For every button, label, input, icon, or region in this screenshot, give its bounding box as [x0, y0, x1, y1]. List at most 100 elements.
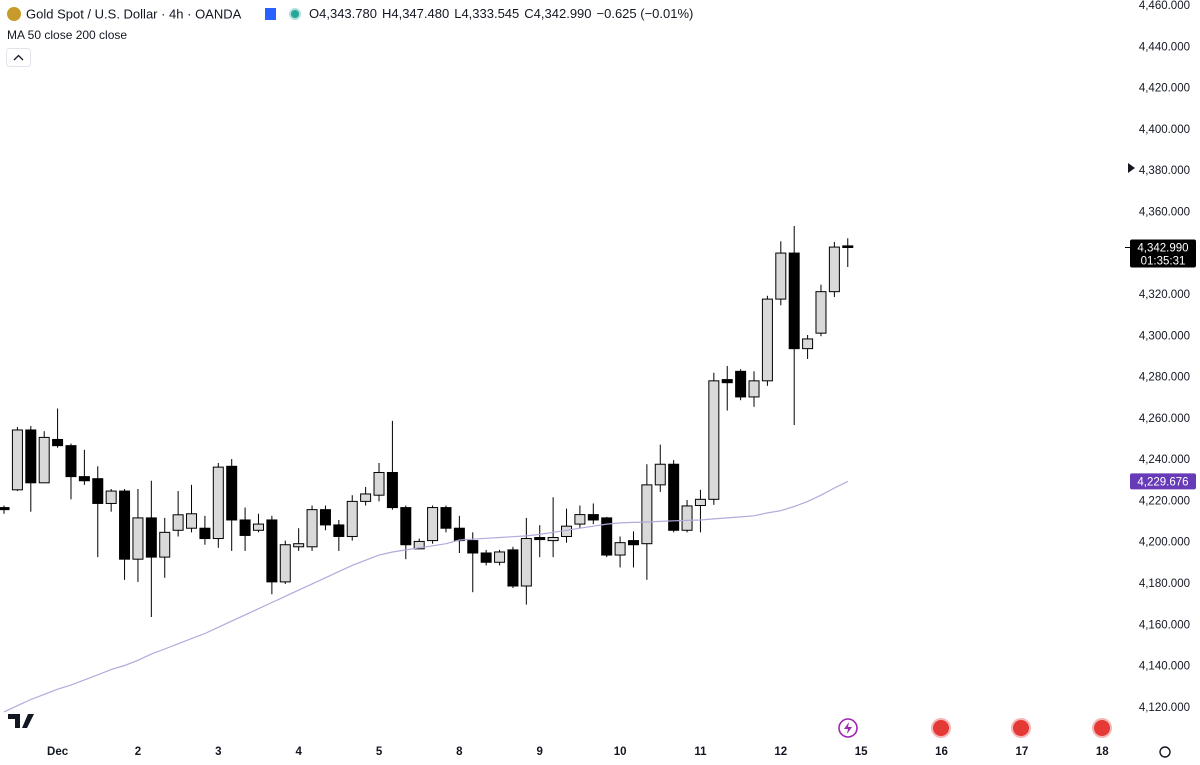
x-tick-label: 17: [1015, 746, 1028, 758]
y-tick-label: 4,240.000: [1139, 454, 1190, 466]
candle-body: [0, 507, 10, 511]
candle-body: [547, 537, 559, 542]
countdown-label: 01:35:31: [1141, 256, 1186, 268]
candle-body: [534, 537, 546, 541]
candle-body: [132, 517, 144, 560]
candle-body: [721, 379, 733, 384]
candle-body: [145, 517, 157, 558]
candle-body: [172, 514, 184, 531]
candle-body: [708, 380, 720, 500]
candle-body: [319, 509, 331, 526]
candle-body: [11, 429, 23, 491]
candle-body: [627, 540, 639, 546]
candle-body: [775, 252, 787, 300]
x-tick-label: 5: [376, 746, 383, 758]
ohlc-value: 4,343.780: [319, 6, 377, 21]
candle-body: [427, 507, 439, 542]
candle-body: [306, 509, 318, 548]
candle-body: [199, 527, 211, 540]
candle-body: [279, 544, 291, 583]
candle-body: [373, 471, 385, 496]
candle-body: [587, 514, 599, 521]
y-tick-label: 4,120.000: [1139, 702, 1190, 714]
candle-body: [614, 542, 626, 556]
settings-icon[interactable]: [1159, 746, 1171, 758]
flag-event[interactable]: [1011, 718, 1031, 738]
candle-body: [25, 429, 37, 484]
ma-price-tag: [1130, 473, 1196, 490]
candle-body: [105, 490, 117, 504]
candle-body: [159, 531, 171, 558]
candle-body: [641, 484, 653, 545]
y-tick-label: 4,200.000: [1139, 537, 1190, 549]
ohlc-value: 4,342.990: [534, 6, 592, 21]
x-tick-label: 18: [1096, 746, 1109, 758]
candle-body: [333, 524, 345, 537]
x-tick-label: 8: [456, 746, 463, 758]
ohlc-readout: O4,343.780 H4,347.480 L4,333.545 C4,342.990…: [309, 6, 693, 21]
collapse-icon: [13, 54, 24, 61]
x-tick-label: 11: [694, 746, 707, 758]
x-tick-label: 16: [935, 746, 948, 758]
candle-body: [65, 445, 77, 478]
x-tick-label: 12: [774, 746, 787, 758]
candle-body: [346, 500, 358, 537]
candle-body: [681, 505, 693, 531]
candle-body: [654, 463, 666, 486]
candle-body: [92, 478, 104, 504]
flag-event[interactable]: [1092, 718, 1112, 738]
candle-body: [266, 519, 278, 583]
y-tick-label: 4,260.000: [1139, 413, 1190, 425]
candle-body: [520, 538, 532, 587]
candle-body: [400, 507, 412, 546]
candle-body: [453, 527, 465, 542]
candle-body: [186, 513, 198, 529]
x-tick-label: 15: [855, 746, 868, 758]
x-tick-label: 10: [614, 746, 627, 758]
candle-body: [828, 246, 840, 293]
symbol-icon: [7, 7, 21, 21]
y-tick-label: 4,360.000: [1139, 206, 1190, 218]
collapse-button[interactable]: [6, 48, 31, 67]
y-tick-label: 4,180.000: [1139, 578, 1190, 590]
logo: [8, 714, 34, 728]
y-tick-label: 4,380.000: [1139, 165, 1190, 177]
y-tick-label: 4,440.000: [1139, 41, 1190, 53]
candle-body: [574, 514, 586, 525]
candle-body: [467, 540, 479, 554]
candle-body: [119, 490, 131, 560]
y-tick-label: 4,220.000: [1139, 495, 1190, 507]
last-price-label: 4,342.990: [1137, 243, 1188, 255]
indicator-legend[interactable]: MA 50 close 200 close: [7, 28, 127, 42]
ohlc-value: 4,333.545: [461, 6, 519, 21]
candle-body: [226, 465, 238, 521]
candle-body: [802, 338, 814, 350]
ma-line: [3, 480, 849, 713]
candle-body: [52, 438, 64, 447]
flag-icon[interactable]: [265, 8, 276, 20]
ohlc-key: H: [382, 6, 391, 21]
y-tick-label: 4,280.000: [1139, 372, 1190, 384]
candle-body: [748, 380, 760, 398]
ohlc-key: O: [309, 6, 319, 21]
candle-body: [413, 540, 425, 550]
y-tick-label: 4,160.000: [1139, 619, 1190, 631]
x-tick-label: 2: [135, 746, 141, 758]
ohlc-key: L: [454, 6, 461, 21]
change: −0.625 (−0.01%): [597, 6, 694, 21]
candle-body: [38, 436, 50, 484]
x-tick-label: Dec: [47, 746, 69, 758]
status-dot: [289, 8, 301, 20]
flag-event[interactable]: [931, 718, 951, 738]
axis-marker: [1128, 163, 1135, 173]
candle-body: [78, 476, 90, 482]
y-tick-label: 4,460.000: [1139, 0, 1190, 12]
candle-body: [788, 252, 800, 350]
ohlc-value: 4,347.480: [391, 6, 449, 21]
candle-body: [480, 552, 492, 563]
candle-body: [601, 517, 613, 556]
y-tick-label: 4,320.000: [1139, 289, 1190, 301]
candle-body: [440, 507, 452, 529]
